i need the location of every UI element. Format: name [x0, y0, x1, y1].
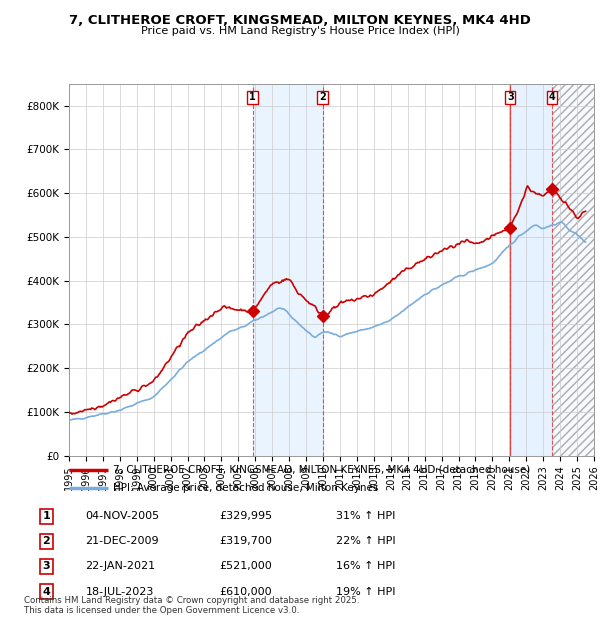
Text: 18-JUL-2023: 18-JUL-2023 — [85, 587, 154, 596]
Text: HPI: Average price, detached house, Milton Keynes: HPI: Average price, detached house, Milt… — [113, 483, 379, 494]
Text: 21-DEC-2009: 21-DEC-2009 — [85, 536, 159, 546]
Text: 19% ↑ HPI: 19% ↑ HPI — [337, 587, 396, 596]
Text: 1: 1 — [43, 512, 50, 521]
Text: 4: 4 — [549, 92, 556, 102]
Text: £329,995: £329,995 — [220, 512, 272, 521]
Bar — [553, 84, 594, 456]
Text: 3: 3 — [507, 92, 514, 102]
Text: 16% ↑ HPI: 16% ↑ HPI — [337, 562, 396, 572]
Text: 31% ↑ HPI: 31% ↑ HPI — [337, 512, 396, 521]
Text: 7, CLITHEROE CROFT, KINGSMEAD, MILTON KEYNES, MK4 4HD (detached house): 7, CLITHEROE CROFT, KINGSMEAD, MILTON KE… — [113, 464, 530, 475]
Text: 7, CLITHEROE CROFT, KINGSMEAD, MILTON KEYNES, MK4 4HD: 7, CLITHEROE CROFT, KINGSMEAD, MILTON KE… — [69, 14, 531, 27]
Text: 1: 1 — [249, 92, 256, 102]
Text: 04-NOV-2005: 04-NOV-2005 — [85, 512, 160, 521]
Text: 2: 2 — [319, 92, 326, 102]
Text: Price paid vs. HM Land Registry's House Price Index (HPI): Price paid vs. HM Land Registry's House … — [140, 26, 460, 36]
Bar — [253, 84, 323, 456]
Text: 4: 4 — [43, 587, 50, 596]
Text: Contains HM Land Registry data © Crown copyright and database right 2025.
This d: Contains HM Land Registry data © Crown c… — [24, 596, 359, 615]
Text: 22-JAN-2021: 22-JAN-2021 — [85, 562, 155, 572]
Text: 22% ↑ HPI: 22% ↑ HPI — [337, 536, 396, 546]
Text: £319,700: £319,700 — [220, 536, 272, 546]
Text: 2: 2 — [43, 536, 50, 546]
Text: £610,000: £610,000 — [220, 587, 272, 596]
Text: £521,000: £521,000 — [220, 562, 272, 572]
Bar — [511, 84, 594, 456]
Text: 3: 3 — [43, 562, 50, 572]
Bar — [511, 84, 553, 456]
